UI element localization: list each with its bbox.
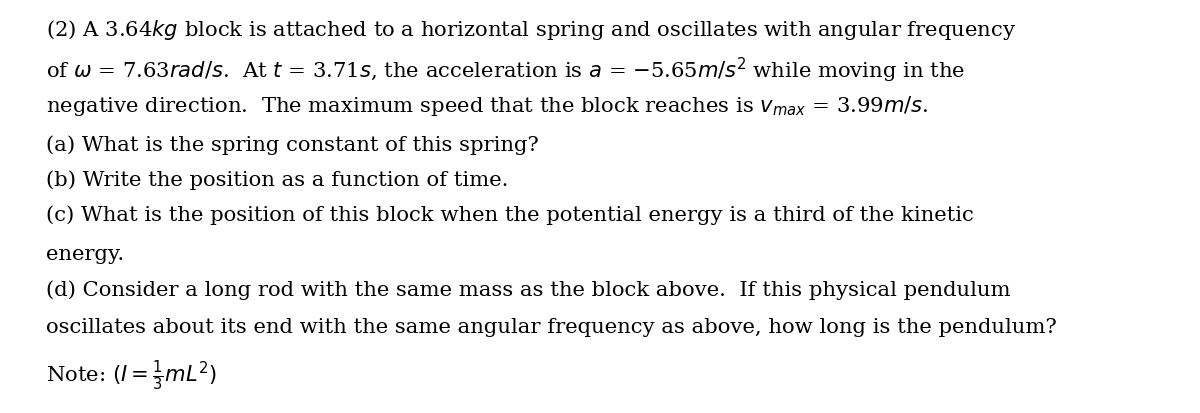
Text: Note: $(I = \frac{1}{3}mL^2)$: Note: $(I = \frac{1}{3}mL^2)$	[46, 358, 216, 393]
Text: (2) A 3.64$\it{kg}$ block is attached to a horizontal spring and oscillates with: (2) A 3.64$\it{kg}$ block is attached to…	[46, 18, 1016, 42]
Text: oscillates about its end with the same angular frequency as above, how long is t: oscillates about its end with the same a…	[46, 318, 1056, 337]
Text: (b) Write the position as a function of time.: (b) Write the position as a function of …	[46, 170, 508, 190]
Text: negative direction.  The maximum speed that the block reaches is $\it{v}_{max}$ : negative direction. The maximum speed th…	[46, 94, 929, 118]
Text: (a) What is the spring constant of this spring?: (a) What is the spring constant of this …	[46, 135, 539, 155]
Text: energy.: energy.	[46, 245, 124, 264]
Text: of $\it{\omega}$ = 7.63$\it{rad/s}$.  At $\it{t}$ = 3.71$\it{s}$, the accelerati: of $\it{\omega}$ = 7.63$\it{rad/s}$. At …	[46, 56, 965, 85]
Text: (d) Consider a long rod with the same mass as the block above.  If this physical: (d) Consider a long rod with the same ma…	[46, 280, 1010, 300]
Text: (c) What is the position of this block when the potential energy is a third of t: (c) What is the position of this block w…	[46, 205, 973, 225]
